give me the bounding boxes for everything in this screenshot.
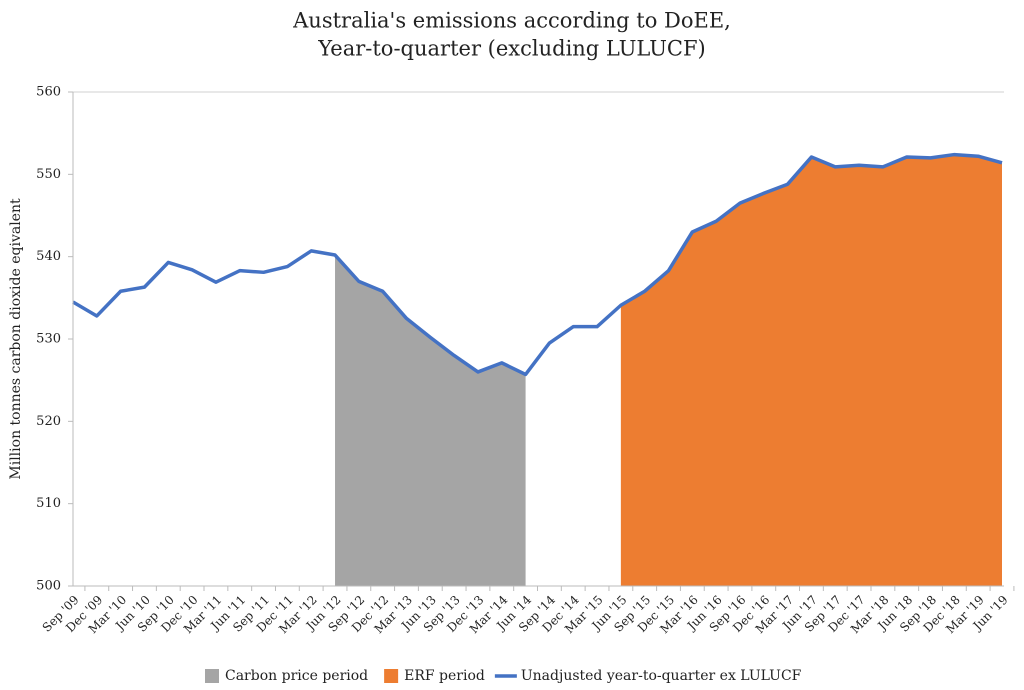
y-tick-label: 560 [36,85,61,100]
area [620,154,1002,586]
chart-title: Year-to-quarter (excluding LULUCF) [317,37,706,61]
y-tick-label: 510 [36,496,61,511]
y-axis-label: Million tonnes carbon dioxide eqivalent [8,198,24,480]
legend-swatch [384,669,399,683]
legend-label: Unadjusted year-to-quarter ex LULUCF [521,668,802,684]
legend-label: ERF period [404,668,485,684]
legend-swatch [205,669,219,683]
legend-label: Carbon price period [225,668,368,684]
y-tick-label: 520 [36,414,61,429]
area [335,255,526,586]
chart-title: Australia's emissions according to DoEE, [292,9,731,33]
y-tick-label: 550 [36,167,61,182]
line [72,152,1003,377]
y-tick-label: 530 [36,332,61,347]
y-tick-label: 500 [36,579,61,594]
y-tick-label: 540 [36,249,61,264]
plot-area [72,152,1003,586]
